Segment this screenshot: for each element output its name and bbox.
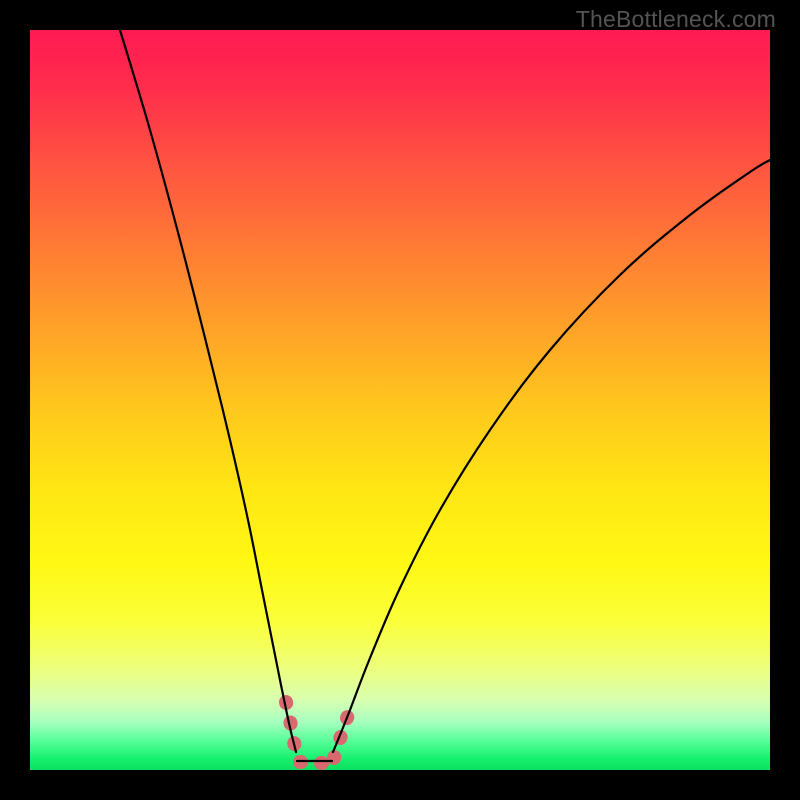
curve-right-branch: [333, 160, 770, 752]
curve-left-branch: [120, 30, 296, 752]
plot-area: [30, 30, 770, 770]
watermark-text: TheBottleneck.com: [576, 6, 776, 33]
chart-overlay: [30, 30, 770, 770]
